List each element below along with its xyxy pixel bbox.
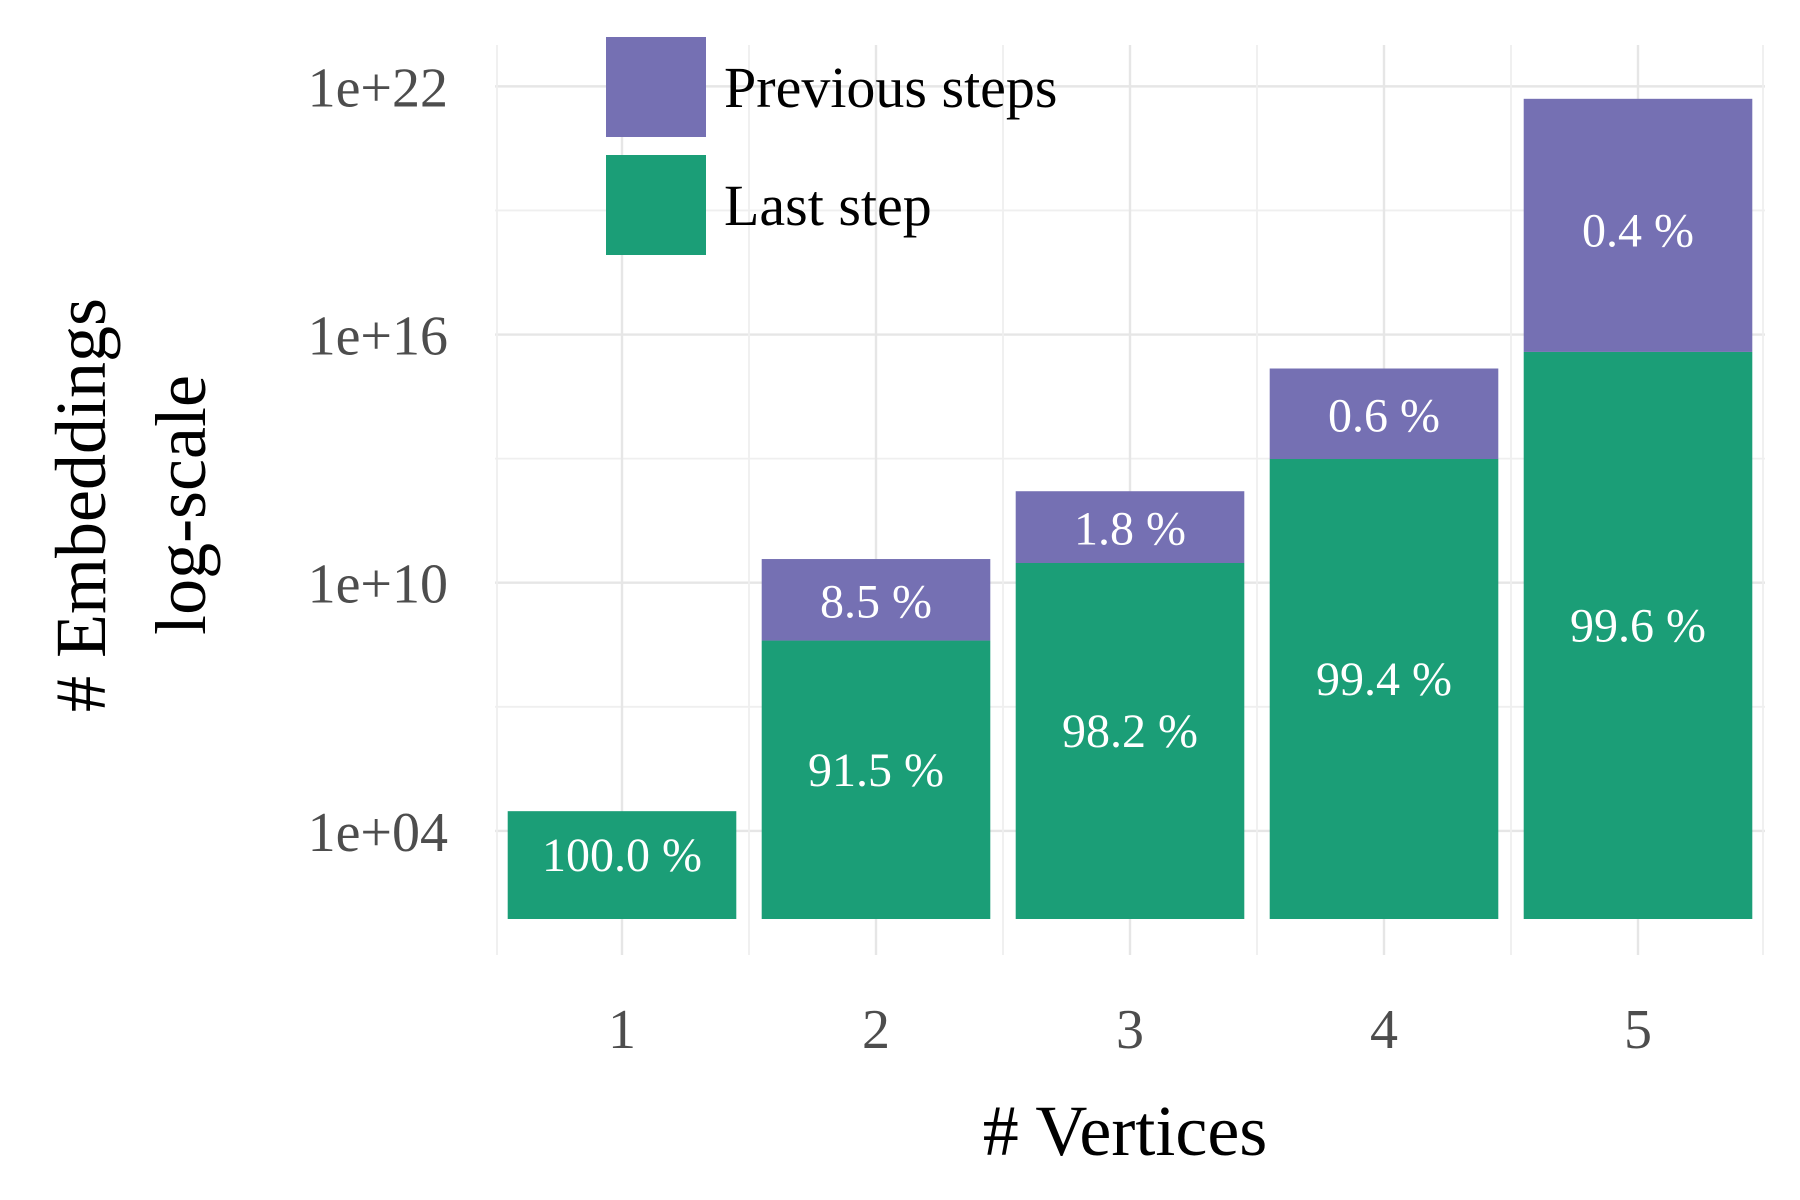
bar-previous-steps-4: [1269, 368, 1499, 459]
data-label-previous-steps-2: 8.5 %: [820, 575, 932, 628]
x-tick-label-1: 1: [608, 999, 636, 1061]
y-tick-label-2: 1e+10: [308, 554, 448, 616]
x-axis-title: # Vertices: [983, 1091, 1268, 1171]
y-tick-label-3: 1e+04: [308, 802, 448, 864]
legend-label-last-step: Last step: [724, 173, 932, 238]
data-label-last-step-1: 100.0 %: [542, 829, 702, 882]
data-label-last-step-2: 91.5 %: [808, 744, 944, 797]
bar-last-step-2: [761, 640, 991, 919]
y-tick-label-0: 1e+22: [308, 57, 448, 119]
x-tick-label-2: 2: [862, 999, 890, 1061]
y-axis-title-line-2: log-scale: [141, 375, 221, 635]
y-axis-title-line-1: # Embeddings: [41, 298, 121, 712]
bar-previous-steps-3: [1015, 491, 1245, 563]
data-label-last-step-5: 99.6 %: [1570, 599, 1706, 652]
data-labels: 100.0 % 91.5 % 8.5 % 98.2 % 1.8 % 99.4 % 0.6 %…: [542, 204, 1706, 882]
bar-previous-steps-2: [761, 559, 991, 641]
x-tick-label-4: 4: [1370, 999, 1398, 1061]
bar-last-step-3: [1015, 562, 1245, 919]
data-label-previous-steps-5: 0.4 %: [1582, 204, 1694, 257]
data-label-previous-steps-3: 1.8 %: [1074, 503, 1186, 556]
bar-last-step-4: [1269, 458, 1499, 919]
y-tick-label-1: 1e+16: [308, 306, 448, 368]
bar-last-step-5: [1523, 351, 1753, 919]
bar-previous-steps-5: [1523, 98, 1753, 352]
legend-label-previous-steps: Previous steps: [724, 55, 1058, 120]
legend-swatch-last-step: [606, 155, 706, 255]
x-tick-label-5: 5: [1624, 999, 1652, 1061]
x-tick-label-3: 3: [1116, 999, 1144, 1061]
data-label-last-step-4: 99.4 %: [1316, 653, 1452, 706]
legend-swatch-previous-steps: [606, 37, 706, 137]
y-axis-ticks: 1e+22 1e+16 1e+10 1e+04: [308, 57, 448, 864]
data-label-previous-steps-4: 0.6 %: [1328, 390, 1440, 443]
legend: Previous steps Last step: [606, 37, 1058, 255]
x-axis-ticks: 1 2 3 4 5: [608, 999, 1652, 1061]
bar-last-step-1: [507, 811, 737, 919]
bars: [507, 98, 1753, 919]
data-label-last-step-3: 98.2 %: [1062, 705, 1198, 758]
